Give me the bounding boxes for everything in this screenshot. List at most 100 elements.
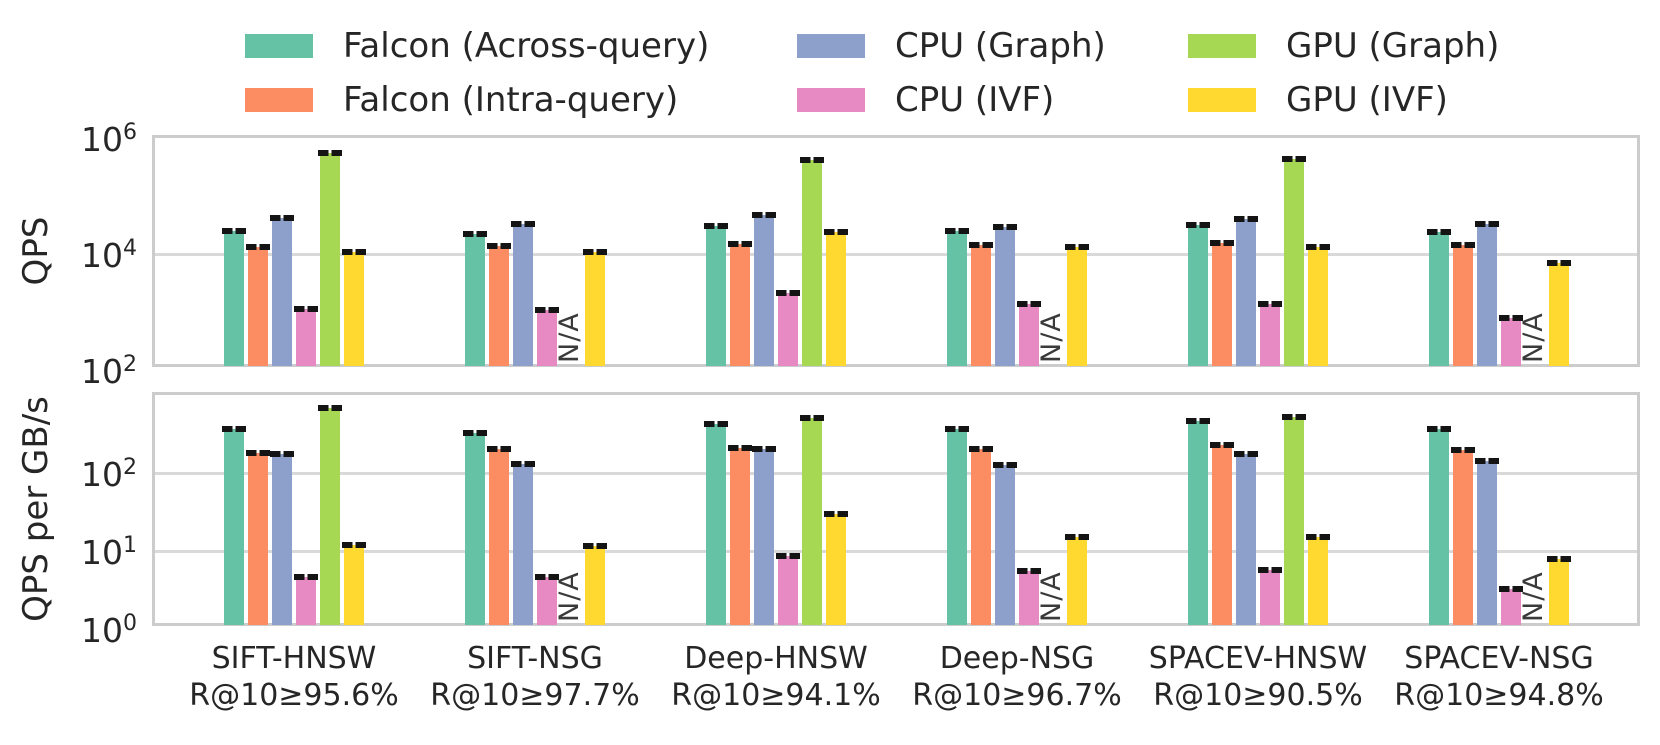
legend-item-falcon-across: Falcon (Across-query) [245,26,709,66]
legend-label-falcon-across: Falcon (Across-query) [343,26,710,66]
bar-falcon-across-query-sift-nsg [465,233,485,366]
legend-label-cpu-ivf: CPU (IVF) [895,80,1055,120]
bar-gpu-ivf-deep-nsg [1067,536,1087,625]
bar-cpu-graph-sift-nsg [513,463,533,625]
errorbar-gpu-ivf-spacev-nsg [1547,555,1571,562]
errorbar-falcon-across-query-sift-nsg [463,230,487,237]
errorbar-cpu-graph-deep-hnsw [752,212,776,219]
bar-gpu-ivf-deep-nsg [1067,247,1087,366]
bar-cpu-graph-deep-hnsw [754,448,774,625]
errorbar-gpu-ivf-sift-hnsw [342,541,366,548]
errorbar-cpu-graph-sift-nsg [511,221,535,228]
legend-label-falcon-intra: Falcon (Intra-query) [343,80,679,120]
errorbar-gpu-ivf-deep-nsg [1065,533,1089,540]
bar-falcon-intra-query-deep-nsg [971,245,991,366]
category-recall: R@10≥94.1% [671,678,881,713]
ytick-label-1e6: 106 [81,120,137,159]
category-recall: R@10≥97.7% [430,678,640,713]
errorbar-cpu-graph-spacev-hnsw [1234,451,1258,458]
xtick-label-deep-hnsw: Deep-HNSW R@10≥94.1% [626,640,926,714]
errorbar-cpu-ivf-deep-hnsw [776,289,800,296]
bar-falcon-intra-query-sift-hnsw [248,453,268,625]
errorbar-cpu-ivf-deep-hnsw [776,552,800,559]
bar-gpu-ivf-deep-hnsw [826,232,846,366]
bar-cpu-ivf-spacev-nsg [1501,588,1521,625]
errorbar-cpu-graph-spacev-hnsw [1234,216,1258,223]
errorbar-gpu-ivf-spacev-nsg [1547,260,1571,267]
xtick-label-sift-nsg: SIFT-NSG R@10≥97.7% [385,640,685,714]
errorbar-falcon-intra-query-deep-nsg [969,242,993,249]
na-marker-gpu-graph-sift-nsg: N/A [554,312,585,363]
bar-falcon-across-query-sift-hnsw [224,231,244,366]
errorbar-falcon-across-query-sift-hnsw [222,425,246,432]
errorbar-falcon-across-query-deep-nsg [945,425,969,432]
errorbar-cpu-graph-spacev-nsg [1475,458,1499,465]
category-name: Deep-HNSW [684,641,868,676]
errorbar-falcon-intra-query-sift-nsg [487,242,511,249]
ytick-label-1e1: 101 [81,533,137,572]
bar-falcon-across-query-deep-nsg [947,428,967,625]
errorbar-cpu-graph-sift-hnsw [270,215,294,222]
errorbar-falcon-across-query-deep-nsg [945,228,969,235]
legend-label-gpu-ivf: GPU (IVF) [1286,80,1448,120]
xtick-label-spacev-hnsw: SPACEV-HNSW R@10≥90.5% [1108,640,1408,714]
bar-gpu-graph-spacev-hnsw [1284,416,1304,625]
bar-falcon-intra-query-sift-hnsw [248,247,268,366]
legend-swatch-falcon-across [245,34,313,58]
bar-gpu-graph-sift-hnsw [320,153,340,366]
errorbar-cpu-ivf-sift-nsg [535,574,559,581]
category-name: SIFT-NSG [467,641,603,676]
errorbar-cpu-ivf-deep-nsg [1017,568,1041,575]
bar-gpu-ivf-spacev-hnsw [1308,247,1328,366]
errorbar-falcon-intra-query-deep-hnsw [728,445,752,452]
bar-gpu-graph-deep-hnsw [802,160,822,366]
bar-gpu-ivf-spacev-hnsw [1308,536,1328,625]
errorbar-cpu-graph-spacev-nsg [1475,221,1499,228]
gridline-1e2 [155,471,1637,475]
errorbar-cpu-ivf-spacev-hnsw [1258,567,1282,574]
bar-falcon-intra-query-deep-hnsw [730,448,750,625]
bar-gpu-ivf-sift-nsg [585,546,605,625]
xtick-label-spacev-nsg: SPACEV-NSG R@10≥94.8% [1349,640,1649,714]
ytick-label-1e2: 102 [81,455,137,494]
bar-cpu-graph-sift-hnsw [272,454,292,625]
bar-cpu-ivf-sift-nsg [537,577,557,625]
errorbar-gpu-graph-sift-hnsw [318,405,342,412]
bar-cpu-graph-sift-hnsw [272,218,292,366]
bar-cpu-ivf-deep-nsg [1019,571,1039,625]
na-marker-gpu-graph-deep-nsg: N/A [1036,312,1067,363]
errorbar-cpu-graph-sift-nsg [511,460,535,467]
legend-swatch-cpu-ivf [797,88,865,112]
errorbar-falcon-across-query-spacev-hnsw [1186,222,1210,229]
ytick-label-1e4: 104 [81,236,137,275]
legend-swatch-gpu-graph [1188,34,1256,58]
bar-gpu-ivf-sift-nsg [585,252,605,366]
errorbar-gpu-ivf-spacev-hnsw [1306,533,1330,540]
category-recall: R@10≥96.7% [912,678,1122,713]
bar-gpu-ivf-sift-hnsw [344,544,364,625]
errorbar-falcon-intra-query-spacev-hnsw [1210,441,1234,448]
category-recall: R@10≥94.8% [1394,678,1604,713]
legend-item-cpu-ivf: CPU (IVF) [797,80,1054,120]
bar-cpu-graph-spacev-hnsw [1236,454,1256,625]
bar-gpu-ivf-deep-hnsw [826,514,846,625]
category-recall: R@10≥95.6% [189,678,399,713]
bar-cpu-graph-deep-nsg [995,465,1015,625]
errorbar-cpu-graph-deep-nsg [993,223,1017,230]
na-marker-gpu-graph-spacev-nsg: N/A [1518,312,1549,363]
errorbar-cpu-graph-deep-hnsw [752,445,776,452]
errorbar-gpu-graph-deep-hnsw [800,414,824,421]
errorbar-cpu-ivf-spacev-nsg [1499,585,1523,592]
errorbar-falcon-across-query-spacev-nsg [1427,229,1451,236]
legend-item-gpu-graph: GPU (Graph) [1188,26,1499,66]
errorbar-gpu-graph-sift-hnsw [318,150,342,157]
errorbar-cpu-ivf-spacev-hnsw [1258,301,1282,308]
bar-cpu-ivf-deep-nsg [1019,304,1039,366]
errorbar-cpu-graph-deep-nsg [993,462,1017,469]
bar-cpu-graph-sift-nsg [513,224,533,366]
legend-item-gpu-ivf: GPU (IVF) [1188,80,1448,120]
errorbar-cpu-graph-sift-hnsw [270,451,294,458]
xtick-label-deep-nsg: Deep-NSG R@10≥96.7% [867,640,1167,714]
bar-falcon-intra-query-spacev-hnsw [1212,242,1232,366]
